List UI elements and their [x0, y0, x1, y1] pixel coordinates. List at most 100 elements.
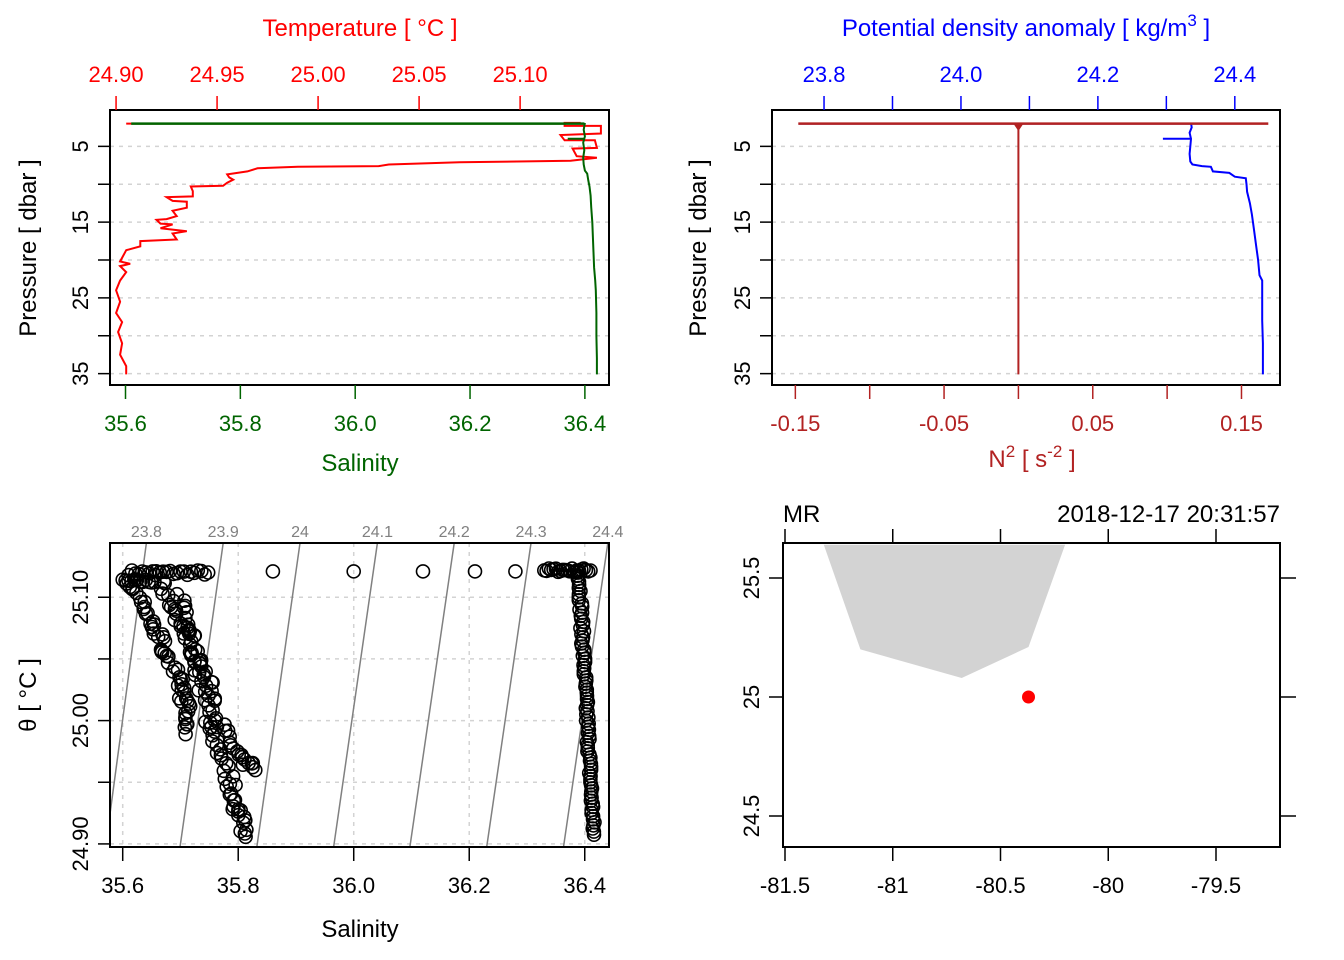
- bottom-tick-label: 0.15: [1220, 411, 1263, 436]
- top-axis-title-end: ]: [1197, 15, 1210, 42]
- ts-points: [115, 561, 602, 845]
- y-tick-label: 25: [68, 286, 93, 310]
- ts-point: [235, 757, 251, 773]
- top-tick-label: 24.95: [190, 62, 245, 87]
- ts-point: [173, 564, 188, 579]
- bottom-axis-title-end: ]: [1062, 446, 1075, 473]
- map-title-right: 2018-12-17 20:31:57: [1057, 501, 1280, 528]
- top-axis-title: Temperature [ °C ]: [263, 15, 458, 42]
- isopycnal-label: 24.4: [592, 524, 623, 541]
- ts-point: [265, 564, 281, 579]
- bottom-axis-title-s-superscript: -2: [1047, 442, 1062, 461]
- ts-point: [248, 762, 263, 778]
- grid: [772, 145, 1280, 375]
- isopycnal-label: 24.2: [439, 524, 470, 541]
- station-map-panel: -81.5 -81 -80.5 -80 -79.5 24.5 25 25.5 MR 2018-…: [739, 501, 1296, 898]
- isopycnal-line: [256, 543, 301, 847]
- ts-point: [157, 645, 172, 661]
- top-axis-title-main: Potential density anomaly [ kg/m: [842, 15, 1188, 42]
- ts-point: [225, 769, 241, 784]
- y-tick-label: 15: [68, 210, 93, 234]
- map-title-left: MR: [783, 501, 820, 528]
- ts-point: [415, 564, 431, 579]
- top-tick-label: 24.90: [89, 62, 144, 87]
- isopycnal-label: 24.1: [362, 524, 393, 541]
- ts-point: [174, 682, 189, 698]
- ts-point: [176, 564, 192, 579]
- x-tick-label: -80: [1092, 873, 1124, 898]
- bottom-tick-label: -0.05: [919, 411, 969, 436]
- grid: [110, 145, 609, 375]
- ts-point: [202, 704, 217, 720]
- temperature-line: [114, 121, 602, 375]
- bottom-axis-title-n: N: [988, 446, 1005, 473]
- plot-frame: [771, 109, 1281, 386]
- isopycnal-label: 24.3: [515, 524, 546, 541]
- ts-point: [170, 662, 186, 678]
- ts-point: [180, 716, 195, 732]
- y-tick-label: 24.90: [68, 816, 93, 871]
- x-tick-label: 36.2: [448, 873, 491, 898]
- isopycnal-line: [409, 543, 455, 847]
- axes-group: -81.5 -81 -80.5 -80 -79.5 24.5 25 25.5: [739, 529, 1296, 898]
- y-tick-label: 15: [730, 210, 755, 234]
- bottom-tick-label: 36.4: [563, 411, 606, 436]
- isopycnal-label: 24: [291, 524, 309, 541]
- ts-point: [197, 567, 212, 582]
- plot-frame: [782, 542, 1281, 848]
- top-tick-label: 25.00: [291, 62, 346, 87]
- station-marker[interactable]: [1022, 690, 1036, 704]
- ts-point: [200, 565, 216, 580]
- ts-point: [125, 581, 140, 597]
- ts-point: [346, 564, 362, 579]
- ts-point: [184, 647, 199, 663]
- x-tick-label: -80.5: [975, 873, 1025, 898]
- ts-point: [194, 673, 209, 689]
- top-tick-label: 24.2: [1076, 62, 1119, 87]
- top-tick-label: 24.4: [1213, 62, 1256, 87]
- y-tick-label: 5: [68, 140, 93, 152]
- ts-point: [178, 705, 193, 721]
- bottom-tick-label: 0.05: [1071, 411, 1114, 436]
- y-tick-label: 5: [730, 140, 755, 152]
- y-axis-title: θ [ °C ]: [15, 658, 42, 732]
- bottom-tick-label: 36.0: [334, 411, 377, 436]
- ts-point: [245, 755, 261, 771]
- ts-point: [187, 662, 202, 678]
- ts-point: [205, 727, 220, 743]
- ts-point: [155, 586, 170, 601]
- density-n2-profile-panel: 5 15 25 35 23.8 24.0 24.2 24.4 -0.15 -0.05 0.05 0.1…: [685, 11, 1281, 473]
- top-tick-label: 24.0: [940, 62, 983, 87]
- ts-point: [177, 719, 193, 735]
- ts-point: [562, 563, 578, 579]
- isopycnal-line: [110, 543, 148, 820]
- density-line: [1188, 122, 1264, 375]
- x-tick-label: 35.8: [217, 873, 260, 898]
- y-axis-title: Pressure [ dbar ]: [685, 159, 712, 336]
- ts-point: [159, 648, 174, 664]
- ts-point: [157, 633, 173, 649]
- ts-point: [187, 565, 202, 581]
- ts-point: [541, 561, 557, 576]
- ts-point: [187, 628, 202, 644]
- ts-point: [146, 626, 162, 641]
- series-group: [798, 122, 1269, 375]
- bottom-axis-title-mid: [ s: [1015, 446, 1047, 473]
- bottom-tick-label: 35.6: [104, 411, 147, 436]
- y-tick-label: 25.5: [739, 557, 764, 600]
- top-axis-title: Potential density anomaly [ kg/m3 ]: [842, 11, 1210, 42]
- x-tick-label: 36.0: [332, 873, 375, 898]
- ts-point: [129, 585, 144, 601]
- x-tick-label: 36.4: [563, 873, 606, 898]
- y-tick-label: 25.10: [68, 570, 93, 625]
- ts-point: [177, 593, 192, 609]
- ts-point: [467, 564, 483, 579]
- temperature-salinity-profile-panel: 5 15 25 35 24.90 24.95 25.00 25.05 25.10 35.6 35.8…: [15, 15, 610, 477]
- isopycnal-lines: [110, 543, 609, 847]
- ts-point: [178, 726, 193, 742]
- bottom-tick-label: 35.8: [219, 411, 262, 436]
- ts-point: [218, 755, 234, 771]
- ts-diagram-panel: 35.6 35.8 36.0 36.2 36.4 24.90 25.00 25.10 23.8 2…: [15, 524, 624, 943]
- axes-group: 5 15 25 35 24.90 24.95 25.00 25.05 25.10 35.6 35.8…: [68, 62, 606, 436]
